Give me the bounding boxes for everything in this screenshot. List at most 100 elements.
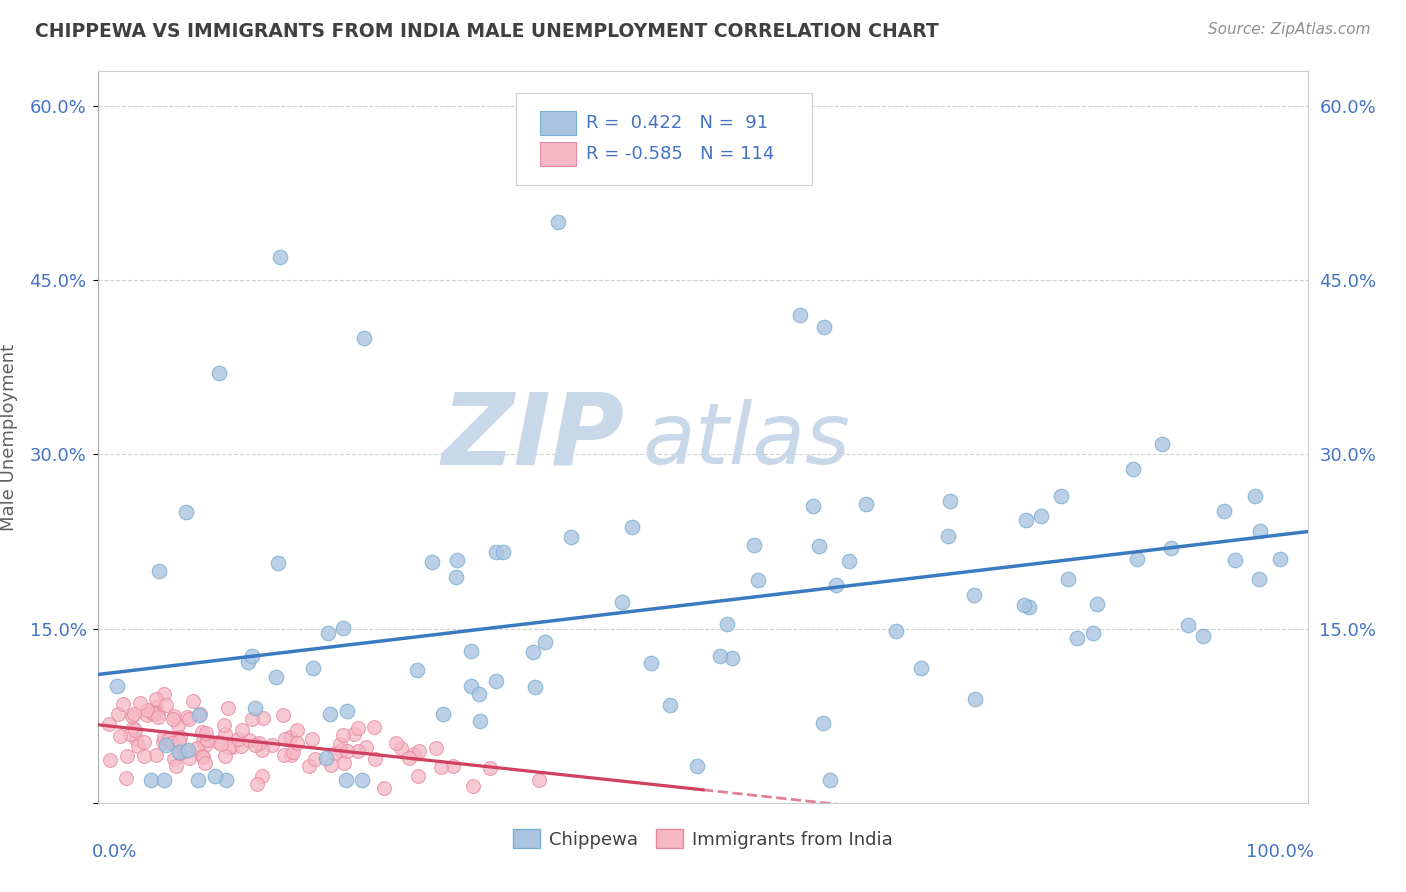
Point [143, 706, 166, 721]
Legend: Chippewa, Immigrants from India: Chippewa, Immigrants from India [506, 822, 900, 856]
Point [373, 780, 395, 795]
Point [208, 366, 231, 380]
Point [1014, 513, 1036, 527]
Point [229, 739, 252, 753]
Point [1150, 436, 1173, 450]
Point [406, 663, 429, 677]
Point [430, 760, 453, 774]
Point [214, 717, 236, 731]
Point [1223, 553, 1246, 567]
Point [485, 674, 508, 689]
Point [1268, 551, 1291, 566]
Point [250, 743, 273, 757]
Point [108, 730, 131, 744]
Point [747, 574, 769, 588]
Point [139, 705, 162, 719]
Point [165, 758, 187, 772]
Point [1122, 462, 1144, 476]
Point [1014, 598, 1036, 612]
FancyBboxPatch shape [540, 111, 576, 135]
Point [479, 761, 502, 775]
Point [441, 758, 464, 772]
Point [820, 772, 842, 787]
Point [1057, 572, 1080, 586]
Point [186, 741, 208, 756]
Point [124, 723, 146, 738]
Point [329, 737, 352, 751]
Point [157, 732, 180, 747]
Point [128, 696, 150, 710]
Point [167, 718, 190, 732]
Point [177, 751, 200, 765]
Point [280, 747, 302, 762]
Point [709, 648, 731, 663]
Point [468, 714, 491, 728]
Point [343, 727, 366, 741]
Point [155, 738, 177, 752]
Point [215, 772, 238, 787]
Point [333, 756, 356, 770]
Point [98, 753, 121, 767]
Point [107, 706, 129, 721]
Point [176, 743, 198, 757]
Point [408, 743, 430, 757]
Point [214, 748, 236, 763]
Point [1050, 489, 1073, 503]
Point [207, 735, 229, 749]
Point [404, 747, 426, 761]
Point [560, 530, 582, 544]
Point [132, 735, 155, 749]
Point [174, 743, 197, 757]
Point [323, 746, 346, 760]
Point [318, 707, 340, 722]
Point [134, 748, 156, 763]
Point [364, 752, 387, 766]
Text: ZIP: ZIP [441, 389, 624, 485]
Point [529, 773, 551, 788]
Point [145, 748, 167, 763]
Point [240, 649, 263, 664]
Point [163, 709, 186, 723]
Text: R = -0.585   N = 114: R = -0.585 N = 114 [586, 145, 775, 163]
Point [187, 772, 209, 787]
Point [389, 741, 412, 756]
Point [238, 733, 260, 747]
Point [444, 570, 467, 584]
Point [446, 552, 468, 566]
Point [194, 726, 217, 740]
Point [169, 745, 191, 759]
Point [111, 698, 134, 712]
Point [145, 700, 167, 714]
Point [1081, 626, 1104, 640]
Text: atlas: atlas [643, 400, 851, 483]
Point [169, 731, 191, 745]
Point [120, 727, 142, 741]
Text: 100.0%: 100.0% [1246, 843, 1313, 861]
Point [194, 756, 217, 770]
Point [315, 751, 337, 765]
Point [156, 732, 179, 747]
Point [191, 748, 214, 763]
Point [336, 704, 359, 718]
Point [316, 626, 339, 640]
Point [329, 743, 352, 757]
Point [1212, 504, 1234, 518]
Point [121, 709, 143, 723]
Point [153, 730, 176, 744]
Point [141, 772, 163, 787]
Point [252, 769, 274, 783]
Point [936, 529, 959, 543]
Point [269, 250, 291, 264]
FancyBboxPatch shape [540, 143, 576, 167]
Point [160, 736, 183, 750]
Y-axis label: Male Unemployment: Male Unemployment [0, 343, 18, 531]
Point [460, 679, 482, 693]
Point [247, 735, 270, 749]
Point [461, 779, 484, 793]
Point [1243, 490, 1265, 504]
Point [181, 693, 204, 707]
Point [1029, 508, 1052, 523]
Point [194, 738, 217, 752]
Point [347, 744, 370, 758]
Point [195, 733, 218, 747]
